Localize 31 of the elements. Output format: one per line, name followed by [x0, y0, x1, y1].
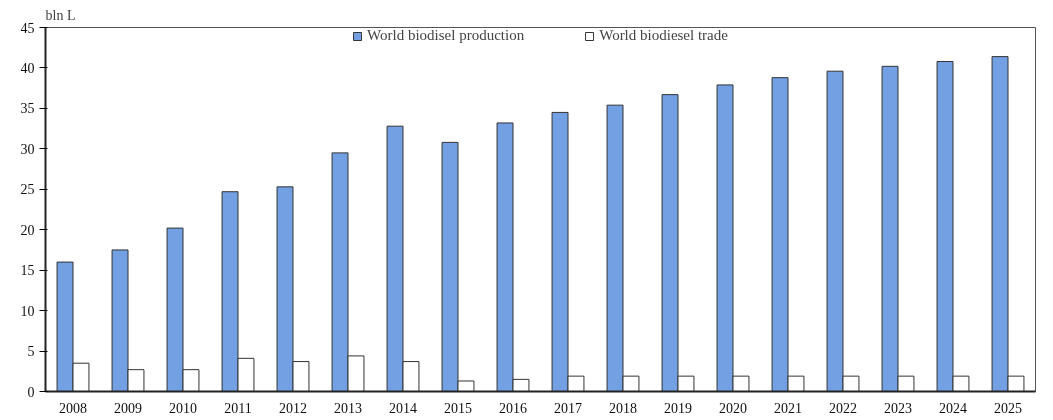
y-tick-label: 35 [20, 101, 35, 117]
x-tick-label: 2020 [719, 400, 747, 416]
y-tick-label: 40 [20, 60, 35, 76]
y-tick-label: 0 [27, 384, 35, 400]
legend-label: World biodiesel trade [599, 27, 728, 44]
x-tick-label: 2011 [224, 400, 252, 416]
x-tick-label: 2021 [774, 400, 802, 416]
x-tick-label: 2022 [829, 400, 857, 416]
x-tick-label: 2010 [169, 400, 197, 416]
x-tick-label: 2024 [939, 400, 967, 416]
y-tick-label: 5 [27, 344, 35, 360]
x-tick-label: 2016 [499, 400, 527, 416]
y-axis-title: bln L [45, 7, 76, 23]
x-tick-label: 2023 [884, 400, 912, 416]
x-tick-label: 2015 [444, 400, 472, 416]
x-tick-label: 2012 [279, 400, 307, 416]
y-tick-label: 30 [20, 141, 35, 157]
x-tick-label: 2008 [59, 400, 87, 416]
x-tick-label: 2018 [609, 400, 637, 416]
x-tick-label: 2014 [389, 400, 417, 416]
y-tick-label: 15 [20, 263, 35, 279]
y-tick-label: 10 [20, 303, 35, 319]
x-tick-label: 2019 [664, 400, 692, 416]
x-tick-label: 2017 [554, 400, 582, 416]
y-tick-label: 20 [20, 222, 35, 238]
x-tick-label: 2009 [114, 400, 142, 416]
y-tick-label: 25 [20, 182, 35, 198]
legend-label: World biodisel production [367, 27, 525, 44]
x-tick-label: 2013 [334, 400, 362, 416]
y-tick-label: 45 [20, 20, 35, 36]
x-tick-label: 2025 [994, 400, 1022, 416]
